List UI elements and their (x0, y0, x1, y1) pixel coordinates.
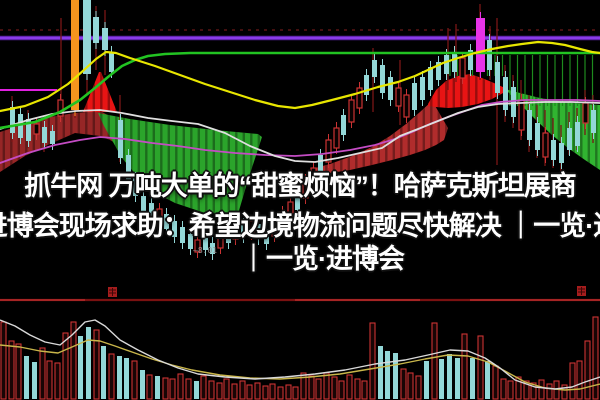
moving-average-lines (0, 40, 600, 164)
red-marker-icons (108, 286, 586, 297)
price-label: —8.01 (193, 246, 218, 255)
volume-pane (0, 298, 600, 400)
horizontal-level-lines (0, 29, 600, 91)
